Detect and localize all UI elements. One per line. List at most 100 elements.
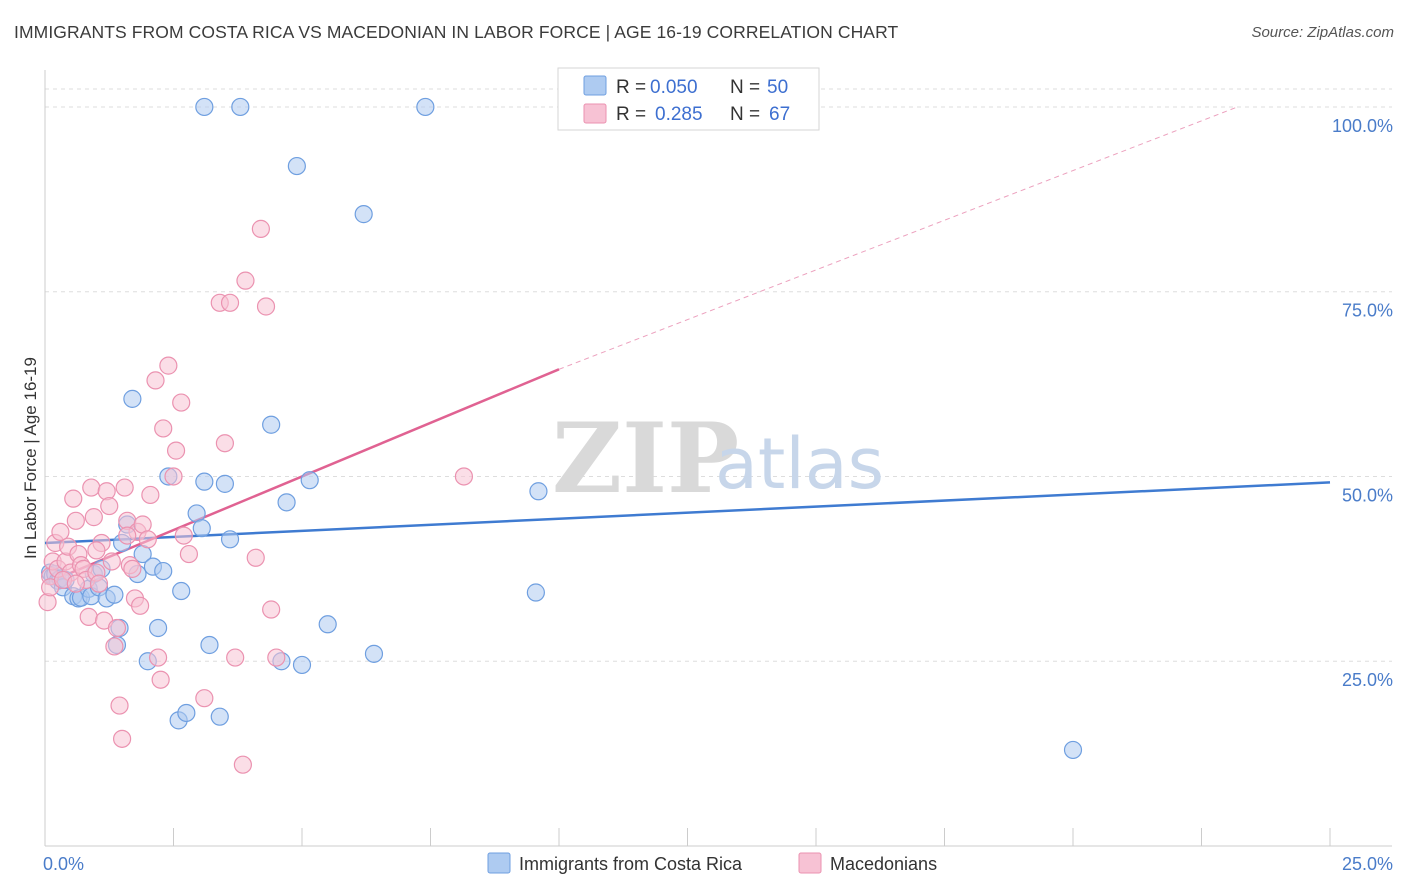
point-blue-30 bbox=[172, 581, 191, 601]
legend-r-label-1: R = bbox=[616, 77, 646, 98]
point-blue-42 bbox=[287, 156, 306, 176]
point-blue-44 bbox=[300, 471, 319, 490]
point-blue-33 bbox=[192, 519, 211, 538]
point-pink-9 bbox=[64, 489, 83, 508]
bottom-legend-swatch-pink bbox=[798, 852, 822, 874]
point-blue-48 bbox=[529, 482, 548, 501]
point-pink-44 bbox=[164, 467, 183, 486]
legend-n-value-2: 67 bbox=[769, 104, 790, 125]
y-tick-label-1: 50.0% bbox=[1342, 485, 1393, 505]
point-pink-27 bbox=[110, 696, 129, 715]
legend-swatch-pink bbox=[583, 103, 607, 124]
point-blue-35 bbox=[200, 635, 219, 655]
y-tick-label-0: 25.0% bbox=[1342, 670, 1393, 690]
legend-n-label-2: N = bbox=[730, 104, 760, 125]
x-tick-label-min: 0.0% bbox=[43, 854, 84, 874]
bottom-legend: Immigrants from Costa Rica Macedonians bbox=[487, 852, 937, 874]
scatter-points bbox=[38, 97, 1083, 774]
point-blue-27 bbox=[154, 561, 173, 581]
legend-n-label-1: N = bbox=[730, 77, 760, 98]
point-pink-29 bbox=[115, 478, 134, 497]
point-pink-66 bbox=[118, 526, 137, 545]
point-blue-34 bbox=[195, 472, 214, 491]
point-pink-37 bbox=[138, 530, 157, 549]
y-tick-label-2: 75.0% bbox=[1342, 301, 1393, 321]
point-pink-53 bbox=[226, 648, 245, 667]
point-blue-31 bbox=[177, 703, 196, 723]
point-blue-37 bbox=[215, 474, 234, 493]
trend-lines bbox=[44, 106, 1331, 585]
point-pink-49 bbox=[195, 689, 214, 708]
legend-r-label-2: R = bbox=[616, 104, 646, 125]
y-axis-label: In Labor Force | Age 16-19 bbox=[21, 357, 40, 559]
point-pink-23 bbox=[100, 496, 119, 516]
point-blue-51 bbox=[195, 97, 214, 117]
point-pink-60 bbox=[267, 648, 286, 667]
point-blue-41 bbox=[277, 493, 296, 512]
point-pink-46 bbox=[172, 393, 191, 412]
point-blue-46 bbox=[354, 205, 373, 224]
legend-r-value-2: 0.285 bbox=[655, 104, 703, 125]
point-pink-0 bbox=[38, 593, 57, 612]
point-pink-61 bbox=[454, 467, 474, 486]
point-blue-53 bbox=[416, 97, 435, 117]
point-pink-47 bbox=[174, 526, 193, 545]
axes bbox=[44, 70, 1392, 847]
point-pink-57 bbox=[251, 219, 270, 238]
point-blue-36 bbox=[210, 707, 229, 726]
point-pink-24 bbox=[102, 552, 121, 571]
point-blue-45 bbox=[318, 615, 337, 634]
x-tick-label-max: 25.0% bbox=[1342, 854, 1393, 874]
point-blue-16 bbox=[105, 585, 124, 604]
point-pink-41 bbox=[151, 670, 170, 689]
point-pink-52 bbox=[220, 293, 240, 312]
point-pink-64 bbox=[66, 574, 85, 593]
point-pink-5 bbox=[51, 522, 70, 542]
point-pink-10 bbox=[66, 511, 85, 530]
point-pink-32 bbox=[123, 559, 142, 578]
point-pink-43 bbox=[159, 356, 178, 375]
point-pink-15 bbox=[79, 607, 98, 626]
point-pink-42 bbox=[154, 419, 173, 438]
legend-r-value-1: 0.050 bbox=[650, 77, 698, 98]
point-pink-45 bbox=[166, 441, 186, 460]
point-blue-47 bbox=[364, 644, 384, 663]
point-pink-39 bbox=[146, 371, 165, 390]
bottom-legend-label-2: Macedonians bbox=[830, 854, 937, 874]
point-pink-55 bbox=[236, 271, 255, 290]
point-pink-48 bbox=[179, 544, 199, 564]
watermark-atlas: atlas bbox=[715, 423, 884, 505]
point-pink-65 bbox=[87, 541, 106, 560]
point-pink-25 bbox=[105, 637, 124, 656]
point-blue-49 bbox=[526, 583, 545, 602]
point-pink-19 bbox=[89, 574, 109, 593]
legend: R = 0.050 N = 50 R = 0.285 N = 67 bbox=[557, 67, 820, 131]
point-pink-59 bbox=[262, 600, 281, 619]
bottom-legend-label-1: Immigrants from Costa Rica bbox=[519, 854, 743, 874]
point-blue-52 bbox=[231, 97, 250, 117]
point-blue-50 bbox=[1063, 740, 1083, 760]
chart-title: IMMIGRANTS FROM COSTA RICA VS MACEDONIAN… bbox=[14, 22, 899, 42]
point-blue-21 bbox=[123, 389, 142, 408]
y-tick-label-3: 100.0% bbox=[1332, 116, 1393, 136]
y-tick-labels: 25.0% 50.0% 75.0% 100.0% bbox=[1332, 116, 1393, 690]
point-pink-17 bbox=[84, 508, 103, 527]
point-pink-40 bbox=[148, 648, 168, 667]
point-pink-54 bbox=[233, 755, 252, 774]
watermark: ZIP atlas bbox=[552, 402, 884, 515]
trend-line-blue bbox=[44, 481, 1331, 545]
point-blue-39 bbox=[262, 415, 281, 434]
grid bbox=[45, 88, 1392, 662]
point-pink-28 bbox=[112, 729, 132, 748]
trend-line-pink-extension bbox=[558, 106, 1238, 370]
point-pink-56 bbox=[246, 548, 265, 567]
watermark-zip: ZIP bbox=[552, 402, 739, 515]
source-label: Source: ZipAtlas.com bbox=[1251, 24, 1394, 41]
point-blue-43 bbox=[292, 655, 312, 675]
point-pink-58 bbox=[256, 297, 276, 316]
point-pink-51 bbox=[215, 434, 234, 453]
point-pink-26 bbox=[107, 618, 127, 638]
legend-n-value-1: 50 bbox=[767, 77, 788, 98]
legend-swatch-blue bbox=[583, 75, 607, 96]
